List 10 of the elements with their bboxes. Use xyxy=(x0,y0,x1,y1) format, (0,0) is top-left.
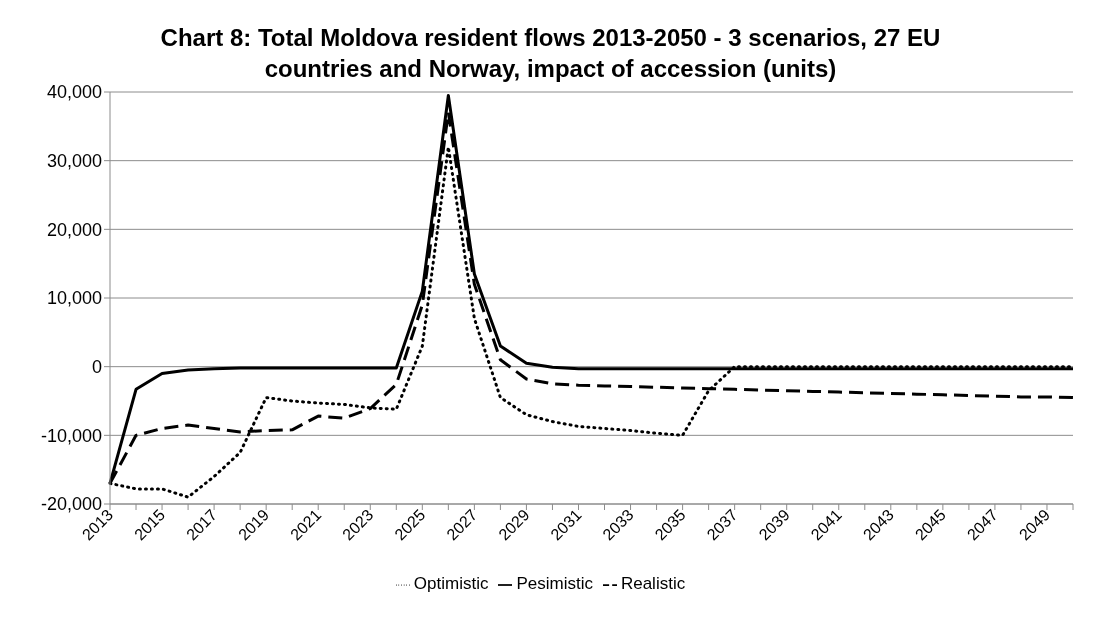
y-tick-label: 40,000 xyxy=(46,82,102,103)
y-tick-label: 20,000 xyxy=(46,219,102,240)
chart-title: Chart 8: Total Moldova resident flows 2013-2050 - 3 scenarios, 27 EU countries and Norway, impact of accession (units) xyxy=(159,23,942,84)
legend-label: Pesimistic xyxy=(516,574,593,593)
legend-label: Realistic xyxy=(620,574,686,593)
y-tick-label: 30,000 xyxy=(46,151,102,172)
legend-label: Optimistic xyxy=(413,574,489,593)
y-tick-label: -10,000 xyxy=(40,425,102,446)
y-tick-label: 0 xyxy=(91,357,102,378)
y-tick-label: 10,000 xyxy=(46,288,102,309)
